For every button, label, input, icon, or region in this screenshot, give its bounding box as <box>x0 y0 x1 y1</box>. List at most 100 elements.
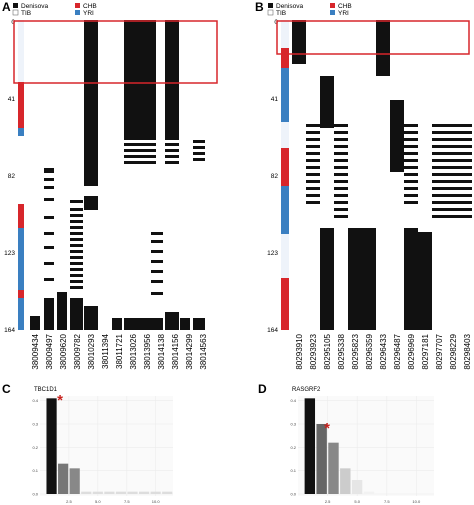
panel-d: D RASGRF2 0.4 0.3 0.2 0.1 0.0 2.5 5.0 7.… <box>258 382 434 504</box>
panel-a-position-label: 38013956 <box>143 333 152 369</box>
panel-c-gene-title: TBC1D1 <box>34 387 58 393</box>
panel-a-legend-swatch-denisova <box>13 3 18 8</box>
panel-d-xtick: 2.5 <box>325 499 331 504</box>
panel-d-ytick: 0.3 <box>290 422 296 427</box>
panel-c-grid <box>40 396 173 496</box>
panel-d-gene-title: RASGRF2 <box>292 387 321 393</box>
panel-a-position-label: 38013026 <box>129 333 138 369</box>
panel-d-ytick: 0.2 <box>290 445 296 450</box>
panel-b-position-label: 80298229 <box>449 333 458 369</box>
panel-d-bar <box>304 398 316 494</box>
panel-b-haplotype-matrix <box>292 20 472 330</box>
panel-c-bar <box>58 463 69 494</box>
panel-d-xtick: 10.0 <box>412 499 421 504</box>
panel-a-position-label: 38014563 <box>199 333 208 369</box>
panel-c-bar <box>104 491 115 494</box>
panel-c-bar <box>162 491 173 494</box>
panel-d-ytick: 0.4 <box>290 398 296 403</box>
panel-b-position-label: 80296969 <box>407 333 416 369</box>
panel-b-position-label: 80297707 <box>435 333 444 369</box>
panel-b-ytick-164: 164 <box>267 327 278 334</box>
panel-c: C TBC1D1 0.4 0.3 0.2 0.1 0.0 2.5 5.0 7.5… <box>2 382 173 504</box>
panel-a-position-label: 38009497 <box>45 333 54 369</box>
panel-a-legend-swatch-chb <box>75 3 80 8</box>
panel-a-position-label: 38009782 <box>73 333 82 369</box>
panel-b-highlight-box <box>276 20 470 55</box>
panel-b-position-label: 80293910 <box>295 333 304 369</box>
panel-c-bar <box>150 491 161 494</box>
panel-a-legend-swatch-tib <box>12 9 19 16</box>
panel-a-haplotype-matrix <box>30 20 205 330</box>
panel-a-position-label: 38010293 <box>87 333 96 369</box>
panel-d-ytick: 0.0 <box>290 492 296 497</box>
panel-c-xtick: 2.5 <box>66 499 72 504</box>
panel-b-position-label: 80297181 <box>421 333 430 369</box>
panel-c-letter: C <box>2 382 11 396</box>
panel-b: B Denisova TIB CHB YRI 0 41 82 123 164 <box>255 0 472 370</box>
panel-c-ytick: 0.3 <box>32 422 38 427</box>
panel-a-legend-yri: YRI <box>83 10 94 17</box>
panel-c-bar <box>81 491 92 494</box>
panel-b-position-label: 80295105 <box>323 333 332 369</box>
panel-c-bar <box>69 468 80 494</box>
panel-a-ytick-164: 164 <box>4 327 15 334</box>
panel-a-position-label: 38011721 <box>115 333 124 369</box>
panel-a-ytick-82: 82 <box>8 173 16 180</box>
panel-b-ytick-82: 82 <box>271 173 279 180</box>
panel-c-ytick: 0.1 <box>32 468 38 473</box>
panel-c-bar <box>127 491 138 494</box>
panel-b-legend-tib: TIB <box>276 10 286 17</box>
panel-a-legend-denisova: Denisova <box>21 3 48 10</box>
panel-a-position-label: 38011394 <box>101 333 110 369</box>
panel-c-bar <box>115 491 127 494</box>
panel-c-ytick: 0.4 <box>32 398 38 403</box>
panel-c-bar <box>139 491 150 494</box>
panel-b-ytick-123: 123 <box>267 250 278 257</box>
panel-b-position-label: 80296433 <box>379 333 388 369</box>
panel-d-ytick: 0.1 <box>290 468 296 473</box>
panel-b-position-label: 80296359 <box>365 333 374 369</box>
panel-d-bar <box>340 468 351 494</box>
panel-a-legend-tib: TIB <box>21 10 31 17</box>
panel-a-legend-chb: CHB <box>83 3 97 10</box>
panel-a-position-label: 38014156 <box>171 333 180 369</box>
panel-b-position-label: 80295338 <box>337 333 346 369</box>
panel-b-population-strip <box>281 20 289 330</box>
panel-c-xtick: 7.5 <box>124 499 130 504</box>
panel-a: A Denisova TIB CHB YRI 0 41 82 123 164 <box>2 0 218 370</box>
panel-b-position-label: 80296487 <box>393 333 402 369</box>
panel-b-legend-chb: CHB <box>338 3 352 10</box>
panel-d-bars <box>304 398 375 494</box>
panel-c-ytick: 0.2 <box>32 445 38 450</box>
panel-d-bar <box>328 442 339 494</box>
panel-b-legend-swatch-tib <box>267 9 274 16</box>
panel-a-ytick-41: 41 <box>8 96 16 103</box>
panel-b-position-label: 80298403 <box>463 333 472 369</box>
panel-d-bar <box>351 480 363 494</box>
panel-b-legend-swatch-yri <box>330 10 335 15</box>
panel-d-bar <box>363 491 375 494</box>
panel-a-legend-swatch-yri <box>75 10 80 15</box>
panel-c-bar <box>92 491 103 494</box>
panel-b-position-label: 80295823 <box>351 333 360 369</box>
panel-b-legend-denisova: Denisova <box>276 3 303 10</box>
panel-a-position-label: 38009620 <box>59 333 68 369</box>
panel-b-letter: B <box>255 0 264 14</box>
panel-b-ytick-41: 41 <box>271 96 279 103</box>
panel-b-legend-yri: YRI <box>338 10 349 17</box>
panel-a-ytick-123: 123 <box>4 250 15 257</box>
panel-b-position-labels: 80293910 80293923 80295105 80295338 8029… <box>295 333 472 369</box>
panel-a-population-strip <box>18 20 24 330</box>
panel-b-legend-swatch-denisova <box>268 3 273 8</box>
panel-d-bar <box>316 424 327 494</box>
panel-c-bar <box>46 398 57 494</box>
panel-a-position-label: 38014138 <box>157 333 166 369</box>
panel-c-xtick: 5.0 <box>95 499 101 504</box>
panel-d-xtick: 5.0 <box>354 499 360 504</box>
panel-c-bars <box>46 398 173 494</box>
panel-a-letter: A <box>2 0 11 14</box>
panel-d-xtick: 7.5 <box>384 499 390 504</box>
panel-c-significance-marker: * <box>57 392 63 409</box>
panel-c-xtick: 10.0 <box>152 499 161 504</box>
